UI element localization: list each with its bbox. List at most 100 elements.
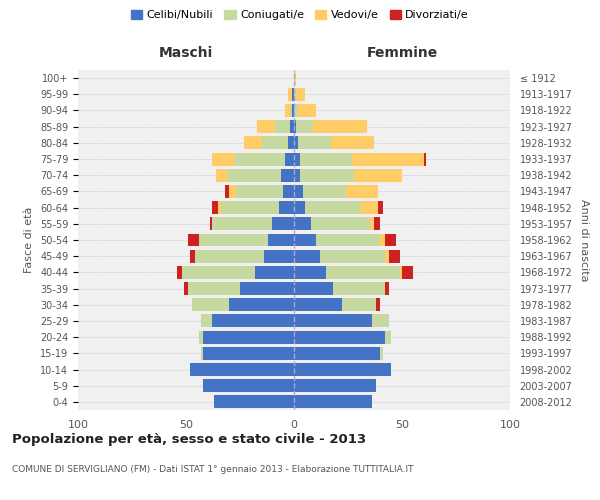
Bar (294, 347, 380, 360)
Bar (294, 396, 372, 408)
Bar (385, 282, 389, 295)
Text: Maschi: Maschi (159, 46, 213, 60)
Bar (380, 347, 383, 360)
Bar (294, 185, 302, 198)
Bar (292, 88, 294, 101)
Bar (182, 266, 255, 279)
Bar (283, 185, 294, 198)
Bar (201, 347, 203, 360)
Bar (400, 266, 402, 279)
Bar (294, 201, 305, 214)
Bar (294, 218, 311, 230)
Bar (296, 120, 313, 133)
Bar (286, 152, 294, 166)
Bar (294, 298, 341, 311)
Text: Popolazione per età, sesso e stato civile - 2013: Popolazione per età, sesso e stato civil… (12, 432, 366, 446)
Bar (294, 120, 296, 133)
Bar (178, 266, 182, 279)
Bar (218, 201, 221, 214)
Bar (286, 104, 290, 117)
Bar (301, 169, 355, 181)
Bar (194, 250, 264, 262)
Bar (372, 314, 389, 328)
Bar (311, 218, 370, 230)
Bar (294, 72, 296, 85)
Bar (190, 250, 194, 262)
Bar (216, 169, 227, 181)
Bar (290, 104, 292, 117)
Bar (302, 185, 346, 198)
Bar (294, 88, 296, 101)
Bar (294, 250, 320, 262)
Bar (385, 330, 391, 344)
Bar (201, 314, 212, 328)
Bar (294, 282, 333, 295)
Bar (389, 250, 400, 262)
Bar (188, 282, 240, 295)
Bar (294, 266, 326, 279)
Bar (279, 201, 294, 214)
Y-axis label: Anni di nascita: Anni di nascita (579, 198, 589, 281)
Bar (294, 152, 301, 166)
Bar (199, 234, 268, 246)
Bar (203, 379, 294, 392)
Bar (298, 136, 331, 149)
Bar (294, 379, 376, 392)
Bar (326, 266, 400, 279)
Bar (294, 169, 301, 181)
Bar (355, 169, 402, 181)
Bar (287, 136, 294, 149)
Bar (287, 88, 292, 101)
Bar (212, 218, 272, 230)
Bar (424, 152, 426, 166)
Bar (385, 234, 395, 246)
Legend: Celibi/Nubili, Coniugati/e, Vedovi/e, Divorziati/e: Celibi/Nubili, Coniugati/e, Vedovi/e, Di… (127, 6, 473, 25)
Bar (320, 250, 385, 262)
Bar (361, 201, 378, 214)
Bar (225, 185, 229, 198)
Bar (380, 234, 385, 246)
Bar (229, 185, 236, 198)
Bar (298, 104, 316, 117)
Bar (290, 120, 294, 133)
Bar (203, 330, 294, 344)
Bar (264, 250, 294, 262)
Bar (257, 120, 275, 133)
Bar (385, 250, 389, 262)
Bar (262, 136, 287, 149)
Bar (301, 152, 352, 166)
Bar (188, 234, 199, 246)
Bar (378, 201, 383, 214)
Bar (190, 363, 294, 376)
Bar (233, 152, 286, 166)
Text: Femmine: Femmine (367, 46, 437, 60)
Bar (352, 152, 424, 166)
Bar (214, 396, 294, 408)
Bar (212, 314, 294, 328)
Bar (203, 347, 294, 360)
Bar (294, 314, 372, 328)
Bar (331, 136, 374, 149)
Bar (294, 234, 316, 246)
Bar (294, 363, 391, 376)
Bar (294, 104, 298, 117)
Bar (221, 201, 279, 214)
Bar (193, 298, 229, 311)
Bar (341, 298, 376, 311)
Bar (227, 169, 281, 181)
Bar (268, 234, 294, 246)
Bar (333, 282, 385, 295)
Bar (229, 298, 294, 311)
Bar (313, 120, 367, 133)
Text: COMUNE DI SERVIGLIANO (FM) - Dati ISTAT 1° gennaio 2013 - Elaborazione TUTTITALI: COMUNE DI SERVIGLIANO (FM) - Dati ISTAT … (12, 466, 413, 474)
Bar (292, 104, 294, 117)
Bar (255, 266, 294, 279)
Bar (184, 282, 188, 295)
Bar (402, 266, 413, 279)
Bar (294, 136, 298, 149)
Bar (281, 169, 294, 181)
Bar (370, 218, 374, 230)
Bar (296, 88, 305, 101)
Y-axis label: Fasce di età: Fasce di età (25, 207, 34, 273)
Bar (212, 152, 233, 166)
